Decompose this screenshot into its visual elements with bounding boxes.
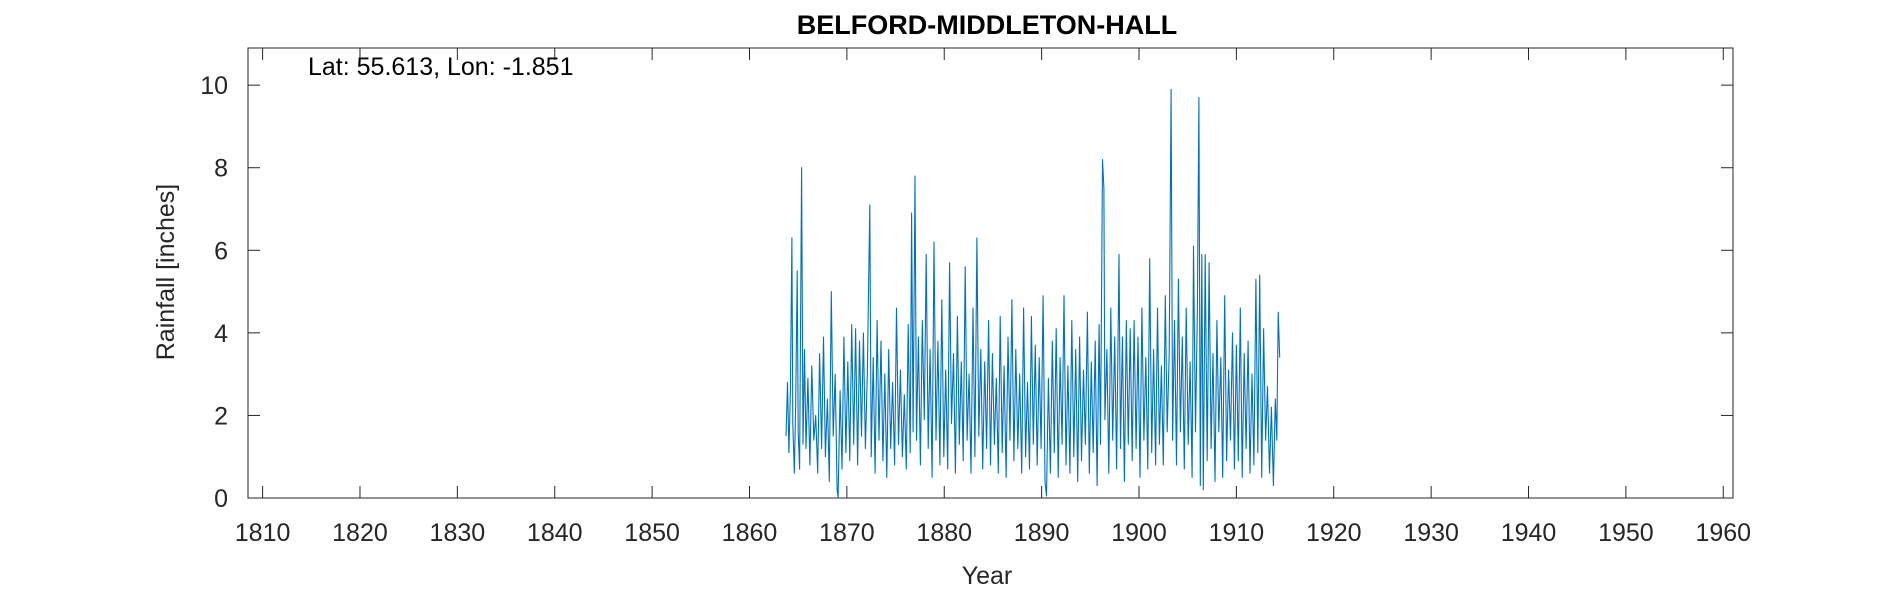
x-tick-label: 1820 xyxy=(332,519,388,547)
x-tick-label: 1960 xyxy=(1695,519,1751,547)
x-axis-label: Year xyxy=(962,562,1013,590)
x-tick-label: 1860 xyxy=(722,519,778,547)
x-tick-label: 1900 xyxy=(1111,519,1167,547)
x-tick-label: 1890 xyxy=(1014,519,1070,547)
location-annotation: Lat: 55.613, Lon: -1.851 xyxy=(308,53,574,81)
x-tick-label: 1920 xyxy=(1306,519,1362,547)
x-tick-label: 1840 xyxy=(527,519,583,547)
x-tick-label: 1880 xyxy=(916,519,972,547)
x-tick-label: 1850 xyxy=(624,519,680,547)
y-tick-label: 4 xyxy=(214,320,228,348)
y-axis-label: Rainfall [inches] xyxy=(152,184,180,360)
x-tick-label: 1810 xyxy=(235,519,291,547)
x-tick-label: 1950 xyxy=(1598,519,1654,547)
y-tick-label: 0 xyxy=(214,485,228,513)
chart-title: BELFORD-MIDDLETON-HALL xyxy=(797,10,1177,40)
plot-area: 1810 1820 1830 1840 1850 1860 1870 1880 1890 1900… xyxy=(200,47,1751,547)
axes-box xyxy=(247,47,1734,499)
y-tick-label: 2 xyxy=(214,402,228,430)
x-tick-label: 1930 xyxy=(1403,519,1459,547)
y-tick-label: 8 xyxy=(214,155,228,183)
rainfall-series-line xyxy=(785,88,1281,499)
x-tick-label: 1830 xyxy=(430,519,486,547)
x-tick-label: 1910 xyxy=(1209,519,1265,547)
x-tick-label: 1870 xyxy=(819,519,875,547)
x-tick-label: 1940 xyxy=(1501,519,1557,547)
y-tick-label: 6 xyxy=(214,237,228,265)
y-tick-label: 10 xyxy=(200,72,228,100)
